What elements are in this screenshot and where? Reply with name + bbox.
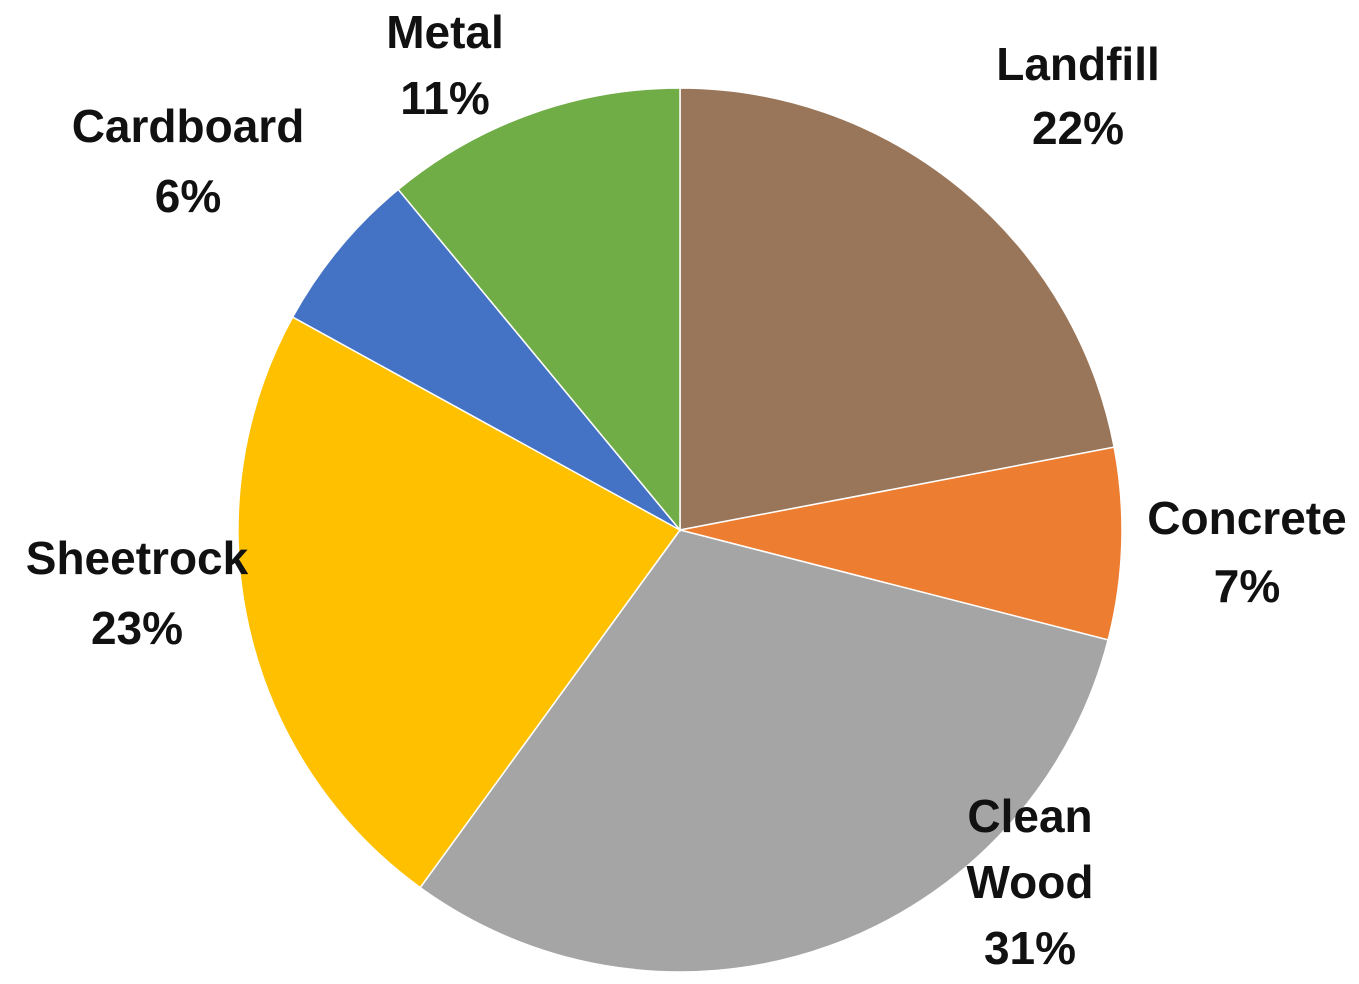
slice-category-label: Concrete xyxy=(1147,492,1346,544)
slice-value-label: 31% xyxy=(984,922,1076,974)
slice-category-label: Sheetrock xyxy=(26,532,249,584)
slice-category-label: Wood xyxy=(967,856,1094,908)
slice-label-landfill: Landfill 22% xyxy=(996,38,1160,154)
slice-category-label: Metal xyxy=(386,6,504,58)
slice-labels: Landfill 22% Concrete 7% Clean Wood 31% Sheetro… xyxy=(26,6,1347,974)
slice-category-label: Cardboard xyxy=(72,100,305,152)
slice-label-concrete: Concrete 7% xyxy=(1147,492,1346,612)
pie-slice-sheetrock xyxy=(237,316,682,889)
slice-value-label: 23% xyxy=(91,602,183,654)
pie-slices xyxy=(237,87,1123,973)
slice-label-sheetrock: Sheetrock 23% xyxy=(26,532,249,654)
slice-label-metal: Metal 11% xyxy=(386,6,504,124)
pie-slice-metal xyxy=(397,87,681,533)
pie-slice-landfill xyxy=(679,87,1116,531)
pie-slice-cardboard xyxy=(291,188,681,531)
pie-slice-clean-wood xyxy=(419,529,1110,973)
slice-value-label: 6% xyxy=(155,170,221,222)
slice-value-label: 22% xyxy=(1032,102,1124,154)
slice-category-label: Clean xyxy=(967,790,1092,842)
slice-label-clean-wood: Clean Wood 31% xyxy=(967,790,1094,974)
slice-value-label: 11% xyxy=(400,72,490,124)
slice-label-cardboard: Cardboard 6% xyxy=(72,100,305,222)
pie-slice-concrete xyxy=(679,446,1123,641)
slice-category-label: Landfill xyxy=(996,38,1160,90)
slice-value-label: 7% xyxy=(1214,560,1280,612)
